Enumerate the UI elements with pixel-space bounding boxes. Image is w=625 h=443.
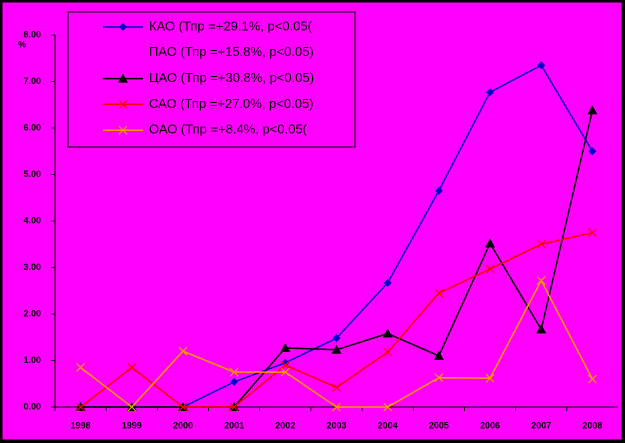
marker bbox=[536, 276, 546, 285]
legend-label: САО (Тпр =+27.0%, p<0.05) bbox=[149, 96, 314, 111]
marker bbox=[587, 105, 598, 115]
marker bbox=[332, 402, 341, 412]
y-axis-label: % bbox=[18, 39, 26, 49]
marker bbox=[118, 73, 128, 83]
marker bbox=[383, 347, 393, 357]
marker bbox=[485, 264, 495, 274]
x-tick-label: 1998 bbox=[71, 420, 91, 430]
marker bbox=[280, 342, 291, 352]
x-tick-label: 1999 bbox=[122, 420, 142, 430]
marker bbox=[229, 367, 239, 377]
marker bbox=[486, 88, 495, 97]
x-tick-label: 2005 bbox=[429, 420, 449, 430]
x-tick-label: 2001 bbox=[224, 420, 244, 430]
marker bbox=[383, 278, 392, 287]
marker bbox=[332, 383, 341, 392]
legend-box bbox=[67, 11, 356, 148]
y-tick-label: 5.00 bbox=[23, 169, 41, 179]
marker bbox=[383, 402, 393, 412]
marker bbox=[433, 350, 444, 360]
marker bbox=[382, 328, 393, 338]
marker bbox=[119, 23, 127, 31]
legend-label: ОАО (Тпр =+8.4%, p<0.05( bbox=[149, 122, 308, 137]
marker bbox=[230, 377, 239, 386]
legend-label: КАО (Тпр =+29.1%, p<0.05( bbox=[149, 18, 313, 33]
x-tick-label: 2002 bbox=[275, 420, 295, 430]
marker bbox=[485, 373, 495, 383]
marker bbox=[434, 373, 444, 383]
marker bbox=[178, 402, 188, 412]
y-tick-label: 4.00 bbox=[23, 215, 41, 225]
marker bbox=[588, 147, 597, 156]
marker bbox=[332, 334, 341, 343]
marker bbox=[536, 239, 546, 249]
x-tick-label: 2004 bbox=[378, 420, 398, 430]
y-tick-label: 1.00 bbox=[23, 355, 41, 365]
y-tick-label: 7.00 bbox=[23, 76, 41, 86]
marker bbox=[76, 402, 86, 412]
marker bbox=[434, 186, 443, 195]
marker bbox=[76, 363, 86, 372]
y-tick-label: 3.00 bbox=[23, 262, 41, 272]
x-tick-label: 2006 bbox=[480, 420, 500, 430]
marker bbox=[281, 358, 290, 367]
marker bbox=[229, 402, 239, 412]
marker bbox=[118, 99, 128, 109]
legend-label: ПАО (Тпр =+15.8%, p<0.05) bbox=[149, 44, 314, 59]
marker bbox=[536, 324, 547, 334]
legend-label: ЦАО (Тпр =+30.8%, p<0.05) bbox=[149, 70, 314, 85]
x-tick-label: 2007 bbox=[531, 420, 551, 430]
x-tick-label: 2000 bbox=[173, 420, 193, 430]
marker bbox=[537, 61, 546, 70]
marker bbox=[178, 346, 188, 356]
marker bbox=[434, 288, 444, 298]
y-tick-label: 6.00 bbox=[23, 122, 41, 132]
marker bbox=[280, 367, 290, 377]
y-tick-label: 0.00 bbox=[23, 401, 41, 411]
marker bbox=[118, 125, 128, 135]
y-tick-label: 2.00 bbox=[23, 308, 41, 318]
marker bbox=[127, 402, 137, 412]
marker bbox=[587, 228, 597, 238]
marker bbox=[485, 238, 496, 248]
x-tick-label: 2008 bbox=[582, 420, 602, 430]
x-tick-label: 2003 bbox=[326, 420, 346, 430]
marker bbox=[587, 374, 597, 384]
marker bbox=[127, 363, 137, 372]
marker bbox=[331, 344, 342, 354]
marker bbox=[280, 360, 290, 370]
y-tick-label: 8.00 bbox=[23, 29, 41, 39]
